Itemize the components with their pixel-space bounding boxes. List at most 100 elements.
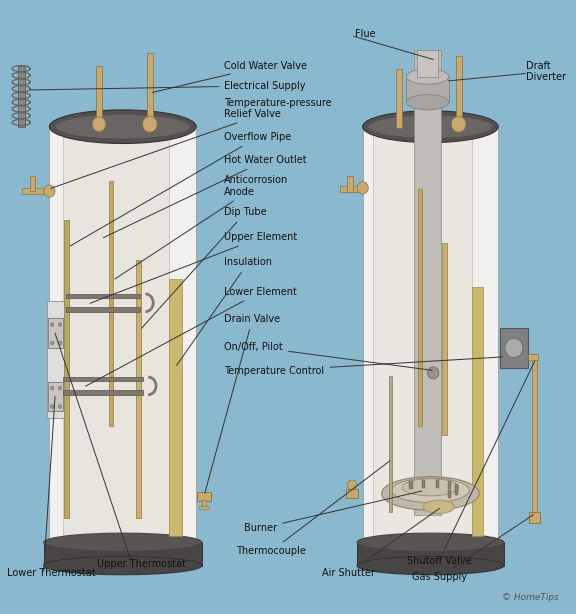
Circle shape <box>51 386 54 390</box>
Circle shape <box>51 341 54 344</box>
Bar <box>436 480 439 488</box>
Ellipse shape <box>44 533 202 551</box>
Bar <box>346 489 358 499</box>
Bar <box>448 490 452 498</box>
Bar <box>407 77 449 103</box>
Text: Upper Element: Upper Element <box>90 232 298 303</box>
Circle shape <box>58 405 62 408</box>
Bar <box>532 354 537 516</box>
Circle shape <box>58 323 62 327</box>
Text: Temperature Control: Temperature Control <box>225 357 503 376</box>
Text: On/Off, Pilot: On/Off, Pilot <box>225 342 432 370</box>
Text: Hot Water Outlet: Hot Water Outlet <box>103 155 307 238</box>
Bar <box>472 287 483 536</box>
Bar <box>414 50 441 515</box>
Circle shape <box>505 338 523 358</box>
Bar <box>456 56 462 128</box>
Bar <box>136 260 141 518</box>
Bar <box>396 69 403 128</box>
Bar <box>357 542 504 565</box>
Bar <box>47 301 68 418</box>
Text: Flue: Flue <box>355 29 376 39</box>
Bar <box>96 66 102 128</box>
Text: Temperature-pressure
Relief Valve: Temperature-pressure Relief Valve <box>51 98 332 188</box>
Bar <box>63 130 169 536</box>
Bar <box>347 176 353 192</box>
Bar <box>373 130 472 536</box>
Bar <box>147 53 153 128</box>
Text: Cold Water Valve: Cold Water Valve <box>153 61 308 93</box>
Bar <box>48 382 63 411</box>
Text: Burner: Burner <box>244 491 422 534</box>
Ellipse shape <box>363 111 498 142</box>
Circle shape <box>92 117 106 131</box>
Circle shape <box>51 323 54 327</box>
Bar <box>422 480 425 488</box>
Ellipse shape <box>357 533 504 551</box>
Ellipse shape <box>407 95 449 110</box>
Ellipse shape <box>368 115 492 138</box>
Ellipse shape <box>402 479 458 496</box>
Ellipse shape <box>391 478 469 503</box>
Bar <box>410 481 413 489</box>
Bar <box>169 279 182 536</box>
Bar <box>417 50 438 77</box>
Circle shape <box>58 341 62 344</box>
Circle shape <box>142 116 157 132</box>
Bar <box>197 492 211 502</box>
Bar <box>66 308 140 312</box>
Bar <box>340 186 364 192</box>
Bar <box>418 189 422 426</box>
Bar <box>528 354 537 360</box>
Bar <box>442 243 447 435</box>
Bar <box>63 377 142 381</box>
Bar <box>363 126 498 542</box>
Ellipse shape <box>382 476 479 510</box>
Circle shape <box>347 480 357 490</box>
Bar <box>48 319 63 348</box>
Text: Drain Valve: Drain Valve <box>204 314 281 493</box>
Text: Lower Element: Lower Element <box>86 287 297 386</box>
Bar <box>500 328 528 368</box>
Circle shape <box>58 386 62 390</box>
Text: Anticorrosion
Anode: Anticorrosion Anode <box>115 175 289 279</box>
Text: © HomeTips: © HomeTips <box>502 593 559 602</box>
Bar <box>455 484 458 492</box>
Text: Thermocouple: Thermocouple <box>236 461 390 556</box>
Bar <box>202 500 206 508</box>
Text: Draft
Diverter: Draft Diverter <box>526 61 566 82</box>
Text: Shutoff Valve: Shutoff Valve <box>407 361 535 565</box>
Ellipse shape <box>50 110 196 144</box>
Text: Air Shutter: Air Shutter <box>322 508 439 578</box>
Text: Overflow Pipe: Overflow Pipe <box>70 132 291 246</box>
Bar <box>18 66 25 126</box>
Ellipse shape <box>55 114 190 139</box>
Bar <box>455 487 458 495</box>
Circle shape <box>451 116 466 132</box>
Bar <box>63 391 142 395</box>
Ellipse shape <box>407 69 449 84</box>
Bar <box>109 181 113 426</box>
Bar <box>29 176 35 191</box>
Bar <box>22 188 51 194</box>
Text: Gas Supply: Gas Supply <box>412 515 533 582</box>
Ellipse shape <box>423 500 454 513</box>
Ellipse shape <box>44 556 202 575</box>
Text: Dip Tube: Dip Tube <box>142 208 267 328</box>
Bar <box>44 542 202 565</box>
Bar <box>199 506 209 509</box>
Text: Upper Thermostat: Upper Thermostat <box>97 559 187 569</box>
Text: Insulation: Insulation <box>177 257 272 365</box>
Circle shape <box>44 185 55 197</box>
Bar <box>448 481 452 489</box>
Text: Lower Thermostat: Lower Thermostat <box>7 568 96 578</box>
Circle shape <box>357 182 368 194</box>
Bar <box>529 511 540 523</box>
Bar <box>66 294 140 298</box>
Bar <box>389 376 392 511</box>
Ellipse shape <box>357 556 504 575</box>
Circle shape <box>427 367 439 379</box>
Bar <box>64 220 69 518</box>
Circle shape <box>51 405 54 408</box>
Bar <box>50 126 196 542</box>
